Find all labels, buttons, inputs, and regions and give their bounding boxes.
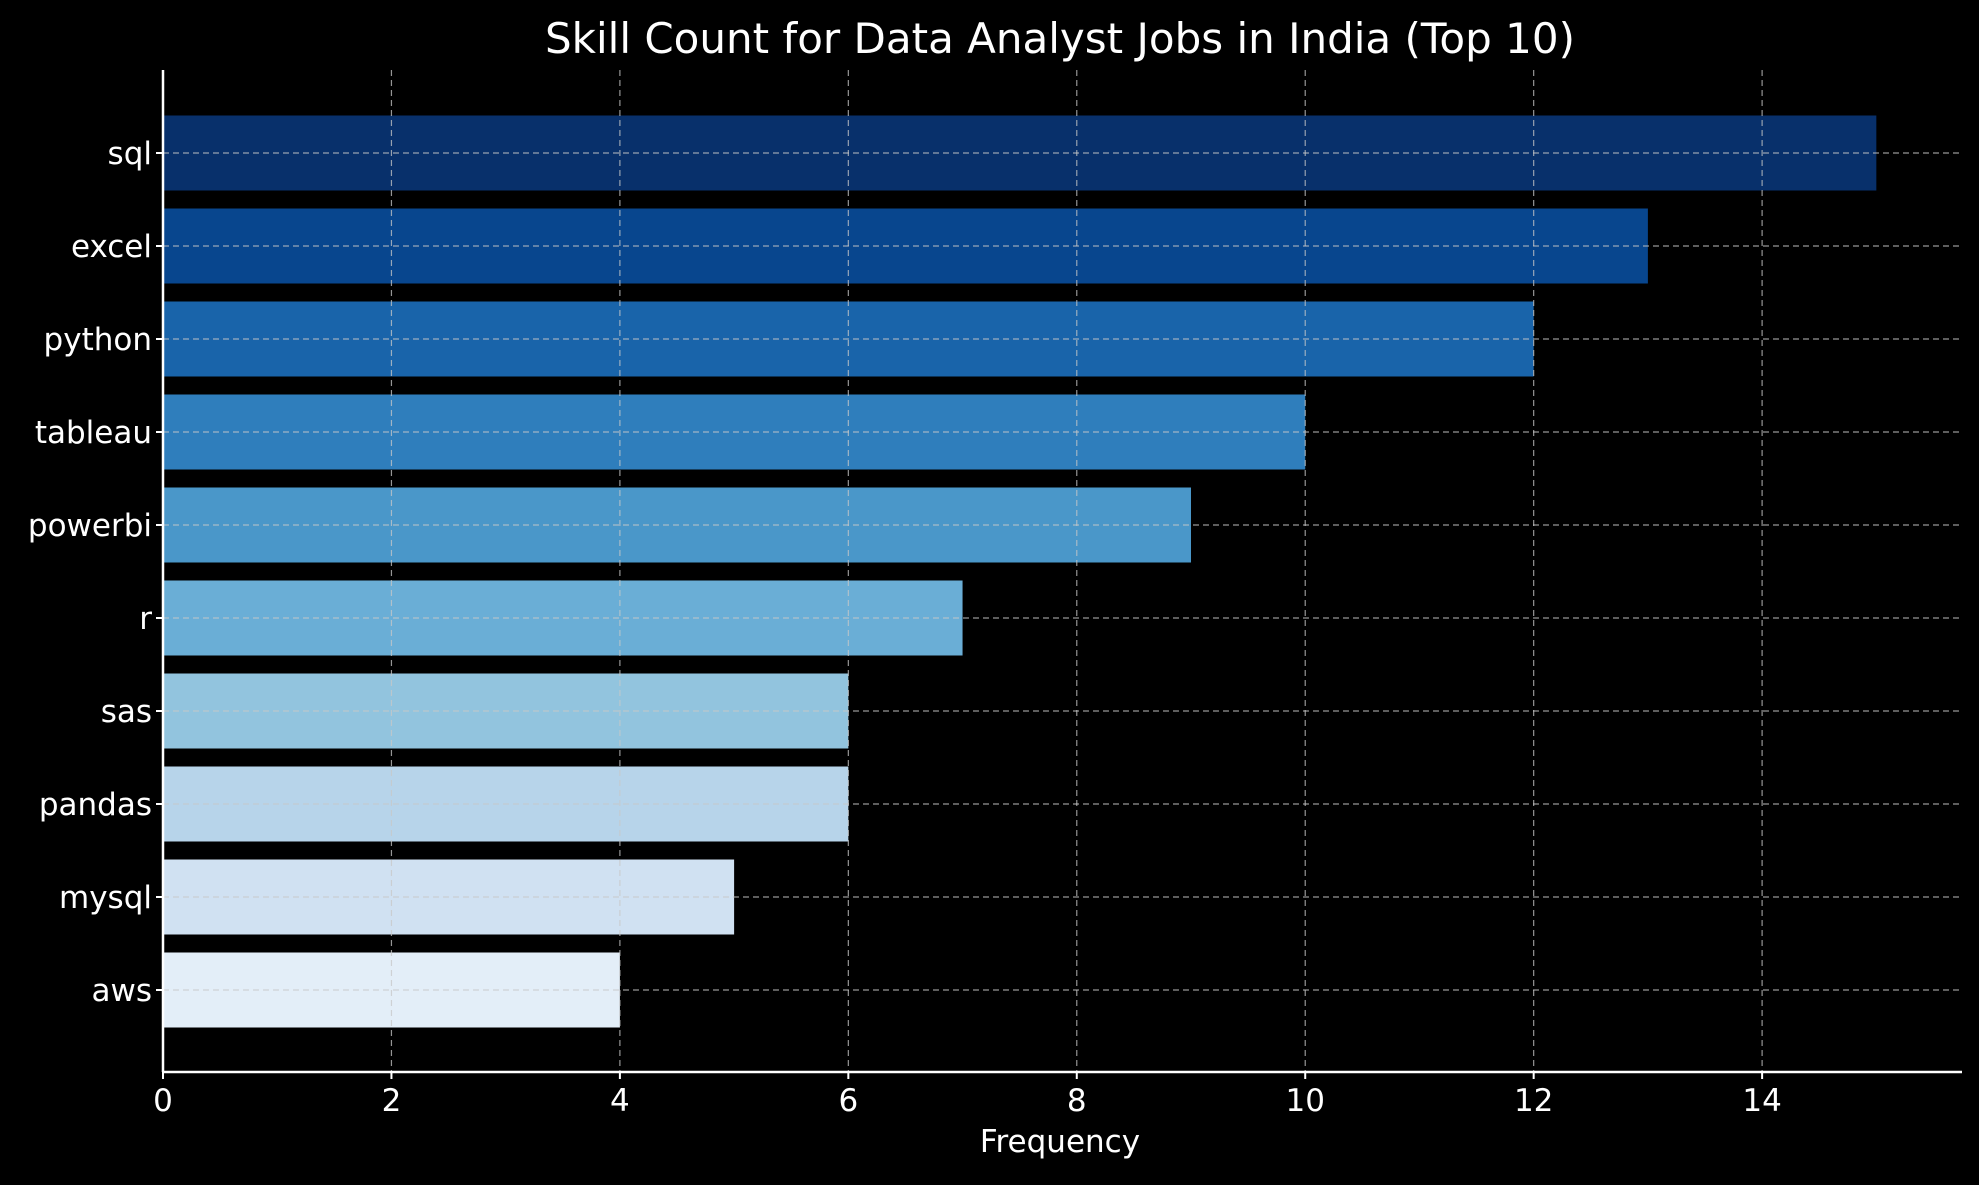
y-tick-label: excel — [71, 229, 152, 265]
x-tick-label: 4 — [610, 1083, 630, 1119]
chart-title: Skill Count for Data Analyst Jobs in Ind… — [545, 14, 1575, 63]
x-tick-label: 10 — [1285, 1083, 1324, 1119]
y-tick-label: sql — [108, 136, 152, 172]
y-tick-label: tableau — [35, 415, 152, 451]
bar-r — [163, 580, 963, 656]
y-axis-ticks: sql excel python tableau powerbi r sas pandas my… — [28, 136, 163, 1009]
x-tick-label: 12 — [1514, 1083, 1553, 1119]
y-tick-label: python — [44, 322, 152, 358]
y-tick-label: powerbi — [28, 508, 152, 544]
x-tick-label: 14 — [1742, 1083, 1781, 1119]
y-tick-label: mysql — [59, 880, 152, 916]
y-tick-label: r — [139, 601, 152, 637]
x-axis-ticks: 0 2 4 6 8 10 12 14 — [153, 1072, 1782, 1119]
x-tick-label: 6 — [838, 1083, 858, 1119]
x-tick-label: 0 — [153, 1083, 173, 1119]
x-tick-label: 2 — [382, 1083, 402, 1119]
y-tick-label: pandas — [39, 787, 152, 823]
x-axis-label: Frequency — [980, 1124, 1140, 1160]
x-tick-label: 8 — [1067, 1083, 1087, 1119]
y-tick-label: sas — [101, 694, 152, 730]
y-tick-label: aws — [91, 973, 152, 1009]
bar-sql — [163, 115, 1877, 191]
